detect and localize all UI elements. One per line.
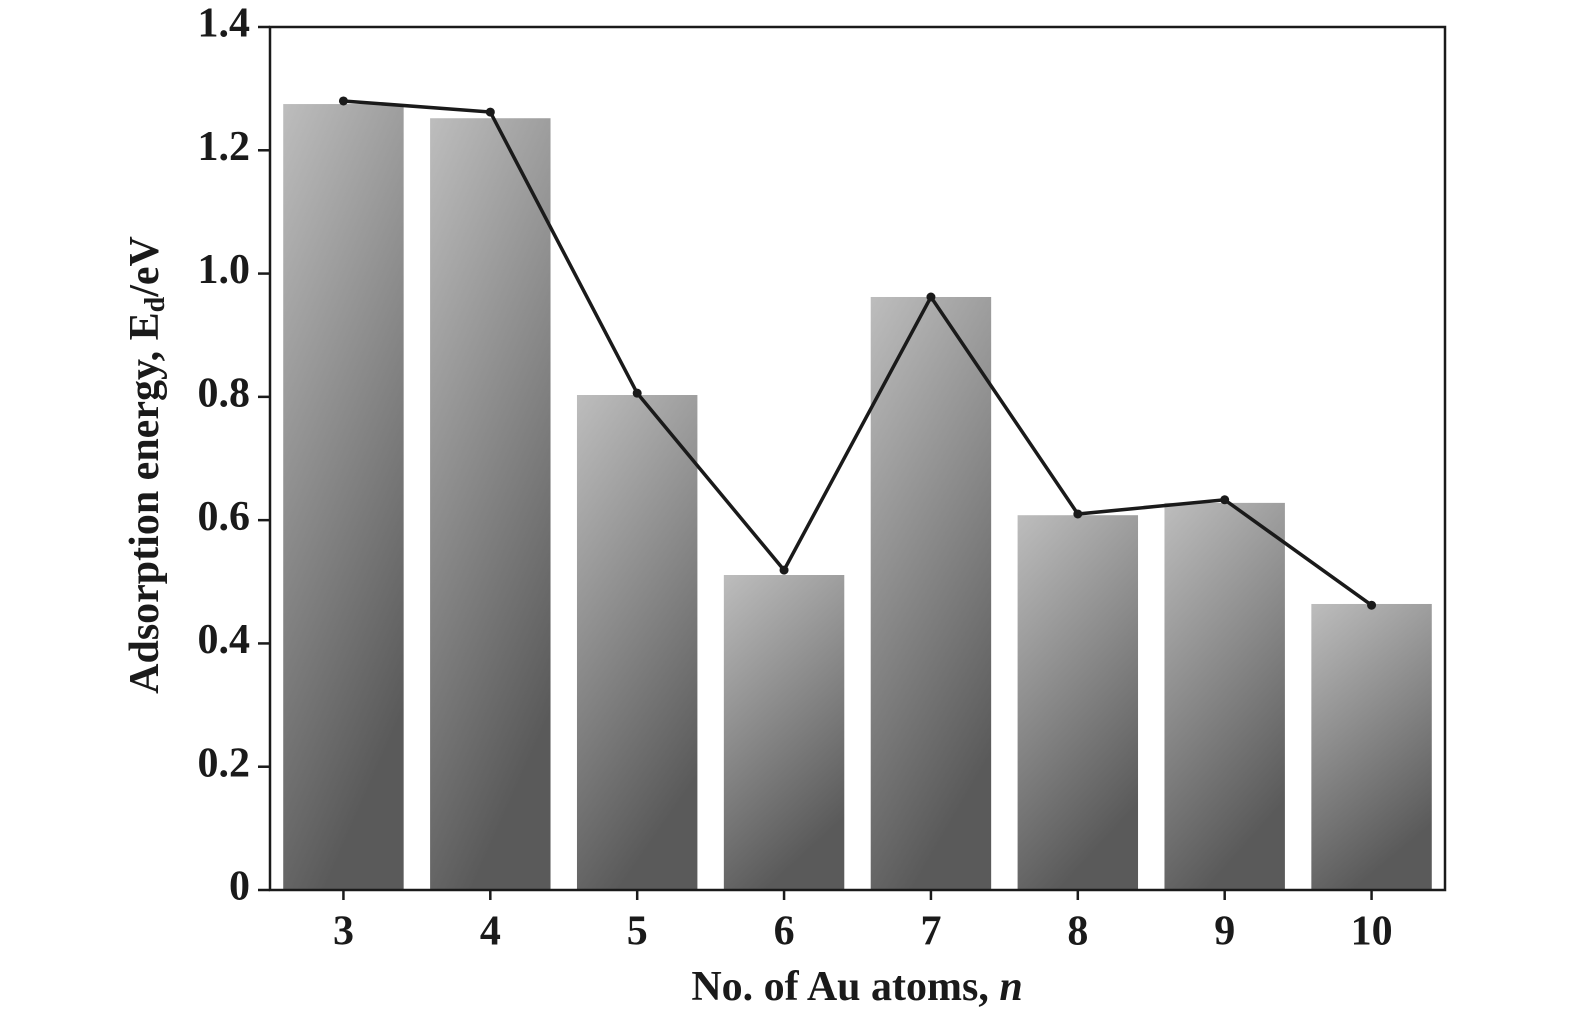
y-tick-label: 1.4 [198,1,251,47]
y-tick-label: 0 [229,864,250,910]
line-point [338,96,348,106]
y-axis-label-unit: /eV [122,236,168,298]
y-axis-label: Adsorption energy, Ed/eV [122,236,172,694]
bar [723,575,845,890]
line-point [1220,495,1230,505]
x-tick-label: 4 [480,909,501,955]
line-point [926,292,936,302]
x-tick-label: 5 [627,909,648,955]
x-axis-label-var: n [999,964,1022,1010]
x-tick-label: 10 [1351,909,1393,955]
y-tick-label: 0.6 [198,494,251,540]
bar [430,118,551,890]
bar [576,395,698,890]
y-tick-label: 0.8 [198,370,251,416]
y-tick-label: 0.4 [198,617,251,663]
line-point [779,565,789,575]
bar [1164,502,1285,890]
bar [1017,515,1139,890]
line-point [1367,600,1377,610]
line-point [1073,509,1083,519]
line-point [632,388,642,398]
x-axis-label: No. of Au atoms, n [691,964,1022,1010]
y-tick-label: 1.2 [198,124,251,170]
x-tick-label: 3 [333,909,354,955]
bar [870,296,992,890]
x-tick-label: 9 [1214,909,1235,955]
bar [283,104,404,890]
y-axis-label-text: Adsorption energy, E [122,312,168,694]
y-tick-label: 1.0 [198,247,251,293]
bar [1311,603,1432,890]
x-axis-label-text: No. of Au atoms, [691,964,999,1010]
line [343,99,1373,607]
y-tick-label: 0.2 [198,740,251,786]
line-point [485,107,495,117]
x-tick-label: 8 [1067,909,1088,955]
x-tick-label: 7 [920,909,941,955]
plot-frame [268,25,1447,892]
x-tick-label: 6 [774,909,795,955]
y-axis-label-sub: d [140,296,171,312]
